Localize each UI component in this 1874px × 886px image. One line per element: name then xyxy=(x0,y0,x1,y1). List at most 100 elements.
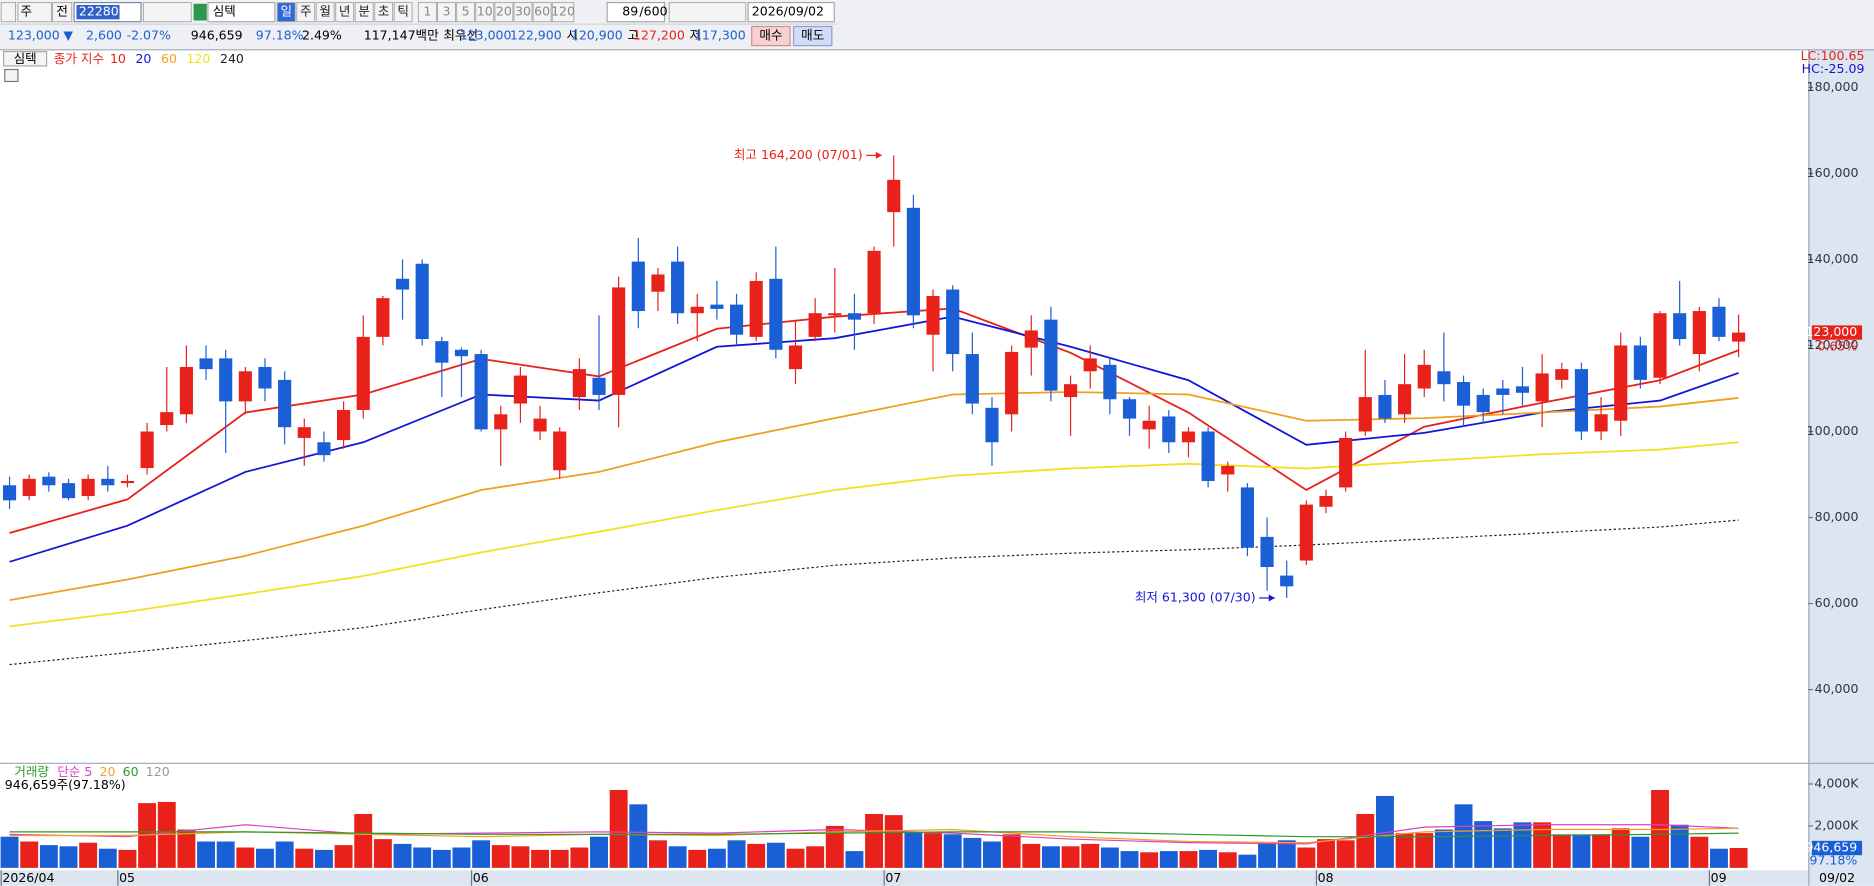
volume-bar xyxy=(1297,847,1316,868)
buy[interactable]: 매수 xyxy=(759,28,782,43)
sell[interactable]: 매도 xyxy=(801,28,824,43)
count-field[interactable] xyxy=(606,1,666,23)
open: 120,900 xyxy=(571,28,623,43)
minute-button[interactable] xyxy=(456,2,476,23)
volume-bar xyxy=(1493,828,1512,868)
candle-body xyxy=(219,358,233,402)
candle-body xyxy=(1535,373,1549,402)
volume-bar xyxy=(59,846,78,868)
candle-body xyxy=(808,313,822,337)
volume-bar xyxy=(20,841,39,868)
mode[interactable]: 전 xyxy=(56,4,68,19)
legend-box[interactable] xyxy=(2,50,48,67)
y-tick-label: 4,000K xyxy=(1814,775,1859,790)
minute[interactable]: 5 xyxy=(462,4,470,19)
interval[interactable]: 초 xyxy=(378,4,390,19)
candle-body xyxy=(160,412,174,426)
interval-button[interactable] xyxy=(315,2,335,23)
interval-button[interactable] xyxy=(296,2,316,23)
minute-button[interactable] xyxy=(494,2,514,23)
minute-button[interactable] xyxy=(551,2,575,23)
minute[interactable]: 20 xyxy=(496,4,512,19)
name-field[interactable] xyxy=(207,1,276,23)
volume-bar xyxy=(668,846,687,868)
price-tag-label: 123,000 xyxy=(1805,324,1857,339)
x-tick-label: 06 xyxy=(473,870,489,885)
candle-body xyxy=(1574,369,1588,432)
code[interactable]: 222800 xyxy=(79,4,127,19)
best-bid: 122,900 xyxy=(510,28,562,43)
minute-button[interactable] xyxy=(437,2,456,23)
candle-body xyxy=(1515,386,1530,393)
panel-icon[interactable] xyxy=(4,68,19,83)
minute[interactable]: 60 xyxy=(534,4,550,19)
candle-body xyxy=(2,485,17,501)
volume-bar xyxy=(275,841,294,868)
volume-bar xyxy=(1336,840,1355,868)
minute[interactable]: 120 xyxy=(551,4,575,19)
low-label: 저 xyxy=(690,28,702,43)
minute[interactable]: 3 xyxy=(443,4,451,19)
stock-name[interactable]: 심텍 xyxy=(213,4,236,19)
sell-button[interactable] xyxy=(792,25,833,47)
volume-bar xyxy=(334,845,353,868)
interval[interactable]: 일 xyxy=(280,4,292,19)
candle-body xyxy=(887,179,901,213)
interval[interactable]: 월 xyxy=(319,4,331,19)
volume-bar xyxy=(256,848,274,868)
candle-body xyxy=(612,287,626,395)
interval-button[interactable] xyxy=(354,2,374,23)
interval-button[interactable] xyxy=(335,2,355,23)
volume-bar xyxy=(393,843,412,868)
period-select[interactable] xyxy=(17,2,52,23)
y-tick-label: 2,000K xyxy=(1814,817,1859,832)
volume-bar xyxy=(236,847,255,868)
interval[interactable]: 년 xyxy=(339,4,351,19)
volume-bar xyxy=(825,825,844,868)
candle-body xyxy=(1260,536,1274,567)
minute-button[interactable] xyxy=(417,2,437,23)
date[interactable]: 2026/09/02 xyxy=(752,4,824,19)
interval[interactable]: 분 xyxy=(358,4,370,19)
candle-body xyxy=(22,478,36,497)
interval-button[interactable] xyxy=(393,2,413,23)
candle-body xyxy=(81,478,95,497)
candle-body xyxy=(1240,487,1254,548)
minute-button[interactable] xyxy=(513,2,533,23)
candle-body xyxy=(769,278,783,350)
tools-button[interactable] xyxy=(142,2,192,23)
minute[interactable]: 30 xyxy=(515,4,531,19)
option-buttons[interactable] xyxy=(668,2,747,23)
volume-bar xyxy=(413,847,432,868)
interval[interactable]: 틱 xyxy=(397,4,409,19)
legend-entry: 20 xyxy=(100,764,116,779)
interval[interactable]: 주 xyxy=(300,4,312,19)
date-field[interactable] xyxy=(747,1,835,23)
minute-button[interactable] xyxy=(532,2,552,23)
period[interactable]: 주 xyxy=(21,4,33,19)
interval-button[interactable] xyxy=(276,2,296,23)
best-ask: 123,000 xyxy=(460,28,512,43)
volume-tag-note: 97.18% xyxy=(1809,853,1857,868)
minute-button[interactable] xyxy=(475,2,495,23)
volume-bar xyxy=(1238,854,1257,868)
minute[interactable]: 1 xyxy=(423,4,431,19)
volume-bar xyxy=(1159,851,1178,868)
candle-body xyxy=(297,427,311,438)
count[interactable]: 89 xyxy=(622,4,638,19)
x-tick-label: 05 xyxy=(119,870,135,885)
volume-bar xyxy=(1120,851,1139,868)
volume-bar xyxy=(1041,846,1060,868)
y-tick-label: 60,000 xyxy=(1815,595,1859,610)
interval-button[interactable] xyxy=(374,2,394,23)
minute[interactable]: 10 xyxy=(477,4,493,19)
menu-button[interactable] xyxy=(0,2,17,23)
candle-body xyxy=(965,354,979,404)
buy-button[interactable] xyxy=(751,25,791,47)
volume-bar xyxy=(1100,847,1119,868)
volume-bar xyxy=(1081,843,1100,868)
candle-body xyxy=(1005,351,1019,415)
x-axis-bg xyxy=(0,870,1874,886)
mode-button[interactable] xyxy=(52,2,73,23)
